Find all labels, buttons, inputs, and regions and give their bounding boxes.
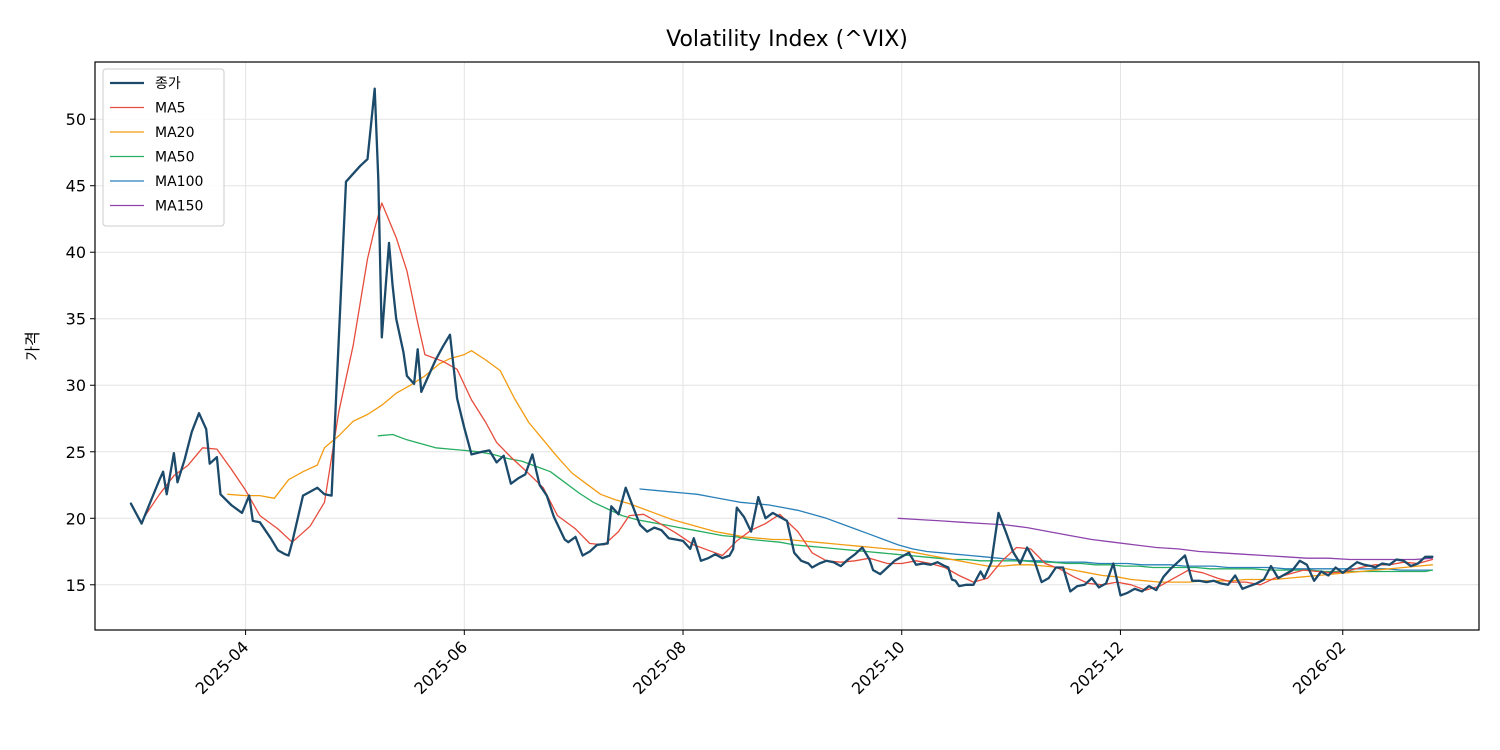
- y-tick-label: 35: [66, 310, 86, 329]
- y-tick-label: 40: [66, 243, 86, 262]
- y-tick-label: 30: [66, 376, 86, 395]
- series-line-close: [129, 87, 1434, 597]
- y-tick-label: 15: [66, 576, 86, 595]
- series-line-ma50: [377, 433, 1434, 573]
- legend-label-close: 종가: [155, 76, 181, 92]
- series-line-ma5: [144, 202, 1434, 591]
- y-axis: 15 20 25 30 35 40 45 50: [66, 110, 95, 595]
- legend-label-ma5: MA5: [155, 101, 186, 117]
- legend-box: [102, 68, 225, 227]
- legend-label-ma20: MA20: [155, 125, 194, 141]
- plot-frame: [94, 61, 1480, 631]
- y-tick-label: 45: [66, 177, 86, 196]
- legend: 종가 MA5 MA20 MA50 MA100 MA150: [102, 68, 225, 227]
- series-group: [129, 87, 1434, 597]
- y-tick-label: 25: [66, 443, 86, 462]
- y-tick-label: 50: [66, 110, 86, 129]
- grid: [95, 62, 1479, 630]
- legend-label-ma100: MA100: [155, 174, 203, 190]
- series-line-ma150: [897, 517, 1434, 561]
- y-axis-label: 가격: [23, 331, 42, 360]
- y-tick-label: 20: [66, 509, 86, 528]
- chart-title: Volatility Index (^VIX): [666, 27, 908, 52]
- legend-label-ma50: MA50: [155, 150, 194, 166]
- legend-label-ma150: MA150: [155, 199, 203, 215]
